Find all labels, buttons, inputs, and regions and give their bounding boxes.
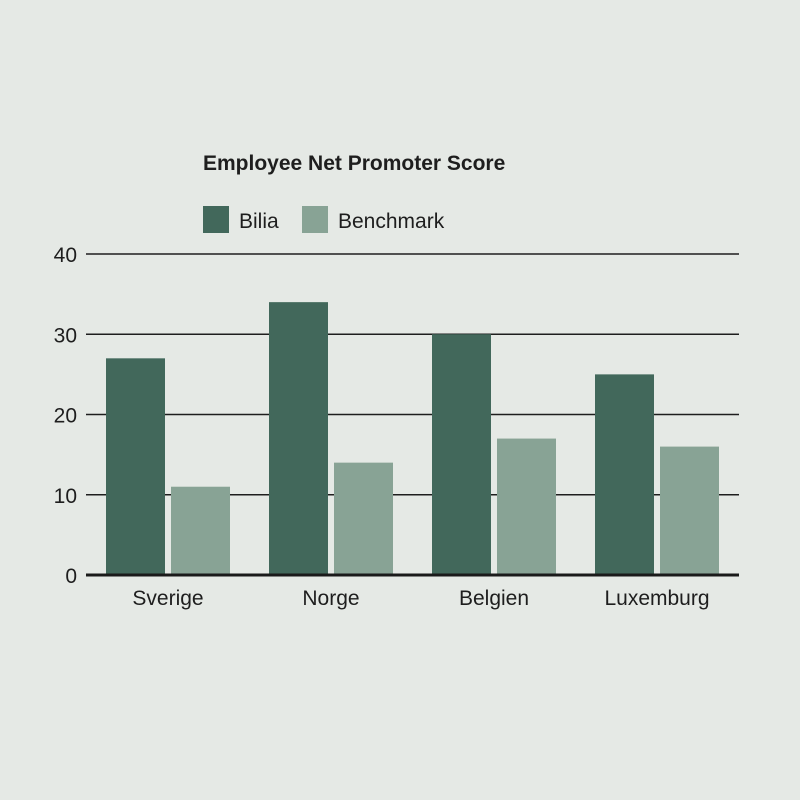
bar-benchmark-belgien: [497, 438, 556, 575]
bar-benchmark-norge: [334, 462, 393, 575]
y-tick-label: 30: [54, 324, 77, 347]
bar-bilia-sverige: [106, 358, 165, 575]
legend-label-bilia: Bilia: [239, 210, 279, 233]
bar-bilia-norge: [269, 302, 328, 575]
bar-benchmark-sverige: [171, 486, 230, 575]
y-tick-label: 20: [54, 405, 77, 428]
y-tick-label: 0: [65, 565, 77, 588]
x-category-label: Luxemburg: [604, 587, 709, 610]
x-category-label: Belgien: [459, 587, 529, 610]
legend-swatch-benchmark: [302, 206, 328, 233]
bars: [106, 302, 719, 575]
x-category-label: Sverige: [132, 587, 203, 610]
x-category-label: Norge: [302, 587, 359, 610]
legend-label-benchmark: Benchmark: [338, 210, 445, 233]
y-tick-label: 10: [54, 485, 77, 508]
bar-bilia-belgien: [432, 334, 491, 575]
chart-title: Employee Net Promoter Score: [203, 152, 505, 175]
x-axis-category-labels: Sverige Norge Belgien Luxemburg: [132, 587, 709, 610]
y-axis-tick-labels: 0 10 20 30 40: [54, 244, 77, 588]
bar-bilia-luxemburg: [595, 374, 654, 575]
legend: Bilia Benchmark: [203, 206, 445, 233]
legend-swatch-bilia: [203, 206, 229, 233]
y-tick-label: 40: [54, 244, 77, 267]
bar-benchmark-luxemburg: [660, 446, 719, 575]
